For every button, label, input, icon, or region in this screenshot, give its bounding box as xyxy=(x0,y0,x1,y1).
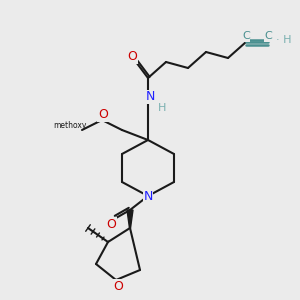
Text: O: O xyxy=(127,50,137,64)
Text: N: N xyxy=(145,91,155,103)
Text: O: O xyxy=(113,280,123,292)
Text: C: C xyxy=(242,31,250,41)
Text: methoxy: methoxy xyxy=(53,122,87,130)
Text: O: O xyxy=(106,218,116,230)
Text: N: N xyxy=(143,190,153,203)
Text: · H: · H xyxy=(276,35,292,45)
Text: H: H xyxy=(158,103,166,113)
Text: O: O xyxy=(98,109,108,122)
Polygon shape xyxy=(127,210,133,228)
Text: C: C xyxy=(264,31,272,41)
